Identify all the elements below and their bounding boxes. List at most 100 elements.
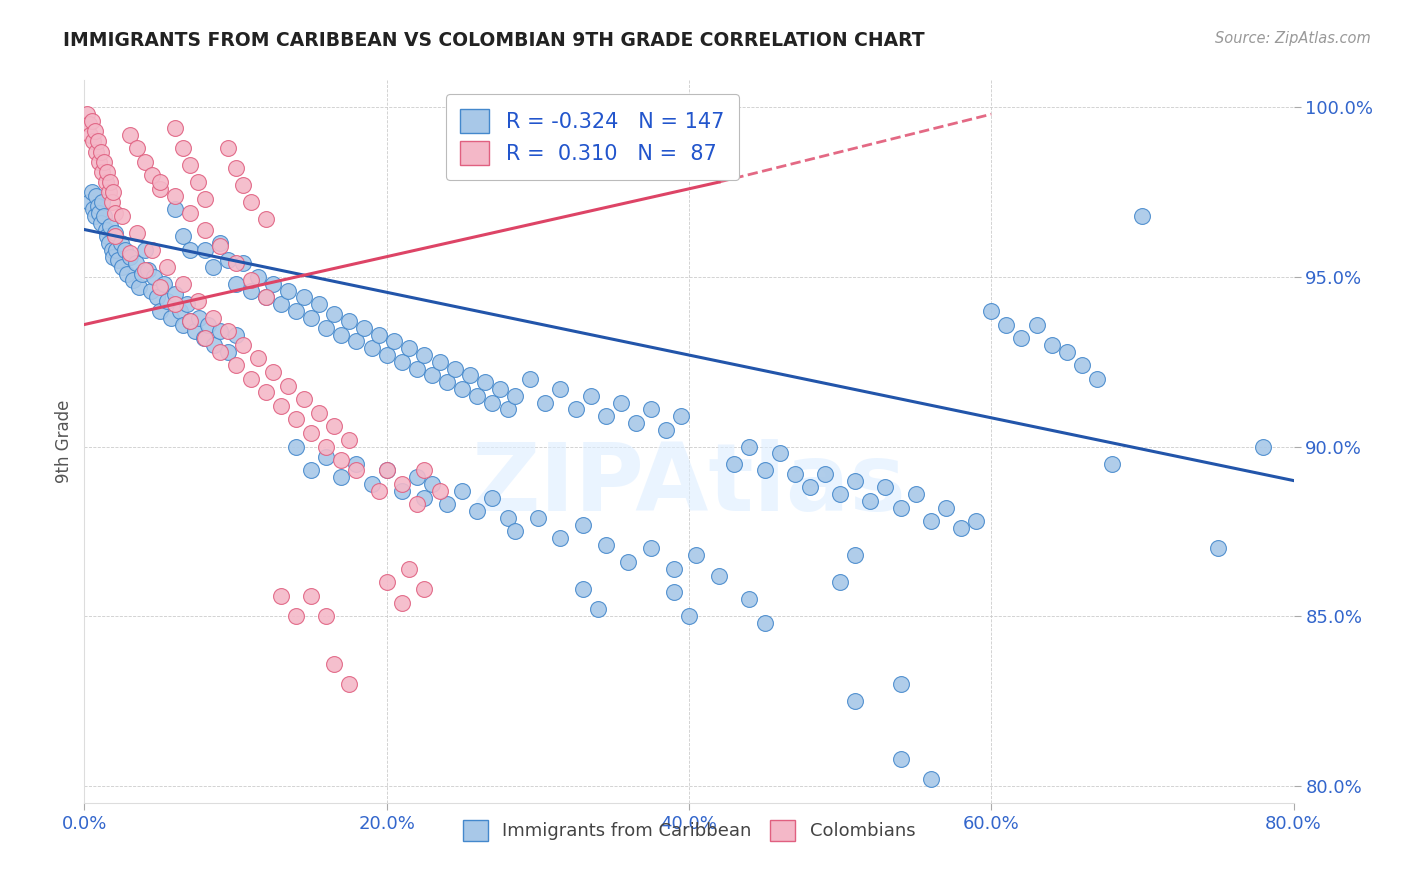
Point — [299, 310, 322, 325]
Point — [247, 270, 270, 285]
Point — [239, 195, 262, 210]
Point — [77, 117, 100, 131]
Point — [217, 344, 239, 359]
Point — [1056, 344, 1078, 359]
Point — [127, 226, 149, 240]
Point — [172, 141, 194, 155]
Point — [239, 372, 262, 386]
Point — [337, 677, 360, 691]
Point — [225, 161, 247, 176]
Point — [156, 293, 179, 308]
Point — [80, 185, 103, 199]
Point — [610, 395, 633, 409]
Point — [346, 334, 368, 349]
Point — [254, 385, 277, 400]
Point — [225, 277, 247, 291]
Point — [90, 216, 112, 230]
Point — [134, 154, 156, 169]
Point — [285, 412, 308, 426]
Point — [179, 314, 201, 328]
Point — [149, 182, 172, 196]
Point — [315, 450, 337, 464]
Point — [131, 267, 153, 281]
Point — [139, 284, 162, 298]
Point — [503, 389, 526, 403]
Point — [156, 260, 179, 274]
Point — [920, 514, 942, 528]
Point — [519, 372, 541, 386]
Text: ZIPAtlas: ZIPAtlas — [471, 439, 907, 531]
Point — [420, 477, 443, 491]
Point — [104, 205, 127, 219]
Point — [662, 585, 685, 599]
Point — [149, 304, 172, 318]
Point — [368, 483, 391, 498]
Point — [624, 416, 647, 430]
Point — [564, 402, 586, 417]
Point — [209, 344, 232, 359]
Point — [588, 602, 610, 616]
Point — [285, 609, 308, 624]
Point — [738, 440, 761, 454]
Point — [277, 378, 299, 392]
Point — [179, 314, 201, 328]
Point — [579, 389, 602, 403]
Point — [118, 246, 141, 260]
Point — [671, 409, 693, 423]
Point — [503, 524, 526, 539]
Point — [391, 355, 413, 369]
Point — [640, 541, 662, 556]
Point — [398, 341, 420, 355]
Point — [97, 236, 120, 251]
Point — [451, 483, 474, 498]
Point — [197, 318, 219, 332]
Point — [413, 491, 436, 505]
Point — [128, 280, 150, 294]
Point — [995, 318, 1018, 332]
Point — [94, 222, 117, 236]
Point — [87, 134, 110, 148]
Point — [225, 327, 247, 342]
Point — [98, 219, 121, 234]
Point — [292, 290, 315, 304]
Point — [96, 229, 118, 244]
Point — [285, 304, 308, 318]
Point — [89, 154, 111, 169]
Point — [640, 402, 662, 417]
Point — [262, 365, 284, 379]
Point — [572, 582, 595, 596]
Point — [217, 141, 239, 155]
Point — [172, 318, 194, 332]
Point — [118, 250, 141, 264]
Point — [247, 351, 270, 366]
Point — [225, 358, 247, 372]
Point — [890, 500, 912, 515]
Point — [87, 199, 110, 213]
Point — [315, 440, 337, 454]
Point — [382, 334, 405, 349]
Point — [844, 474, 866, 488]
Point — [134, 263, 156, 277]
Point — [406, 361, 429, 376]
Point — [159, 310, 181, 325]
Point — [368, 327, 391, 342]
Point — [84, 209, 107, 223]
Point — [814, 467, 837, 481]
Point — [232, 178, 254, 193]
Point — [1025, 318, 1047, 332]
Point — [80, 114, 103, 128]
Point — [769, 446, 792, 460]
Point — [142, 270, 165, 285]
Point — [209, 324, 232, 338]
Point — [875, 480, 897, 494]
Point — [172, 229, 194, 244]
Point — [239, 284, 262, 298]
Point — [270, 589, 292, 603]
Point — [232, 256, 254, 270]
Point — [262, 277, 284, 291]
Point — [169, 304, 191, 318]
Point — [105, 243, 128, 257]
Point — [104, 226, 127, 240]
Point — [375, 463, 398, 477]
Point — [194, 243, 217, 257]
